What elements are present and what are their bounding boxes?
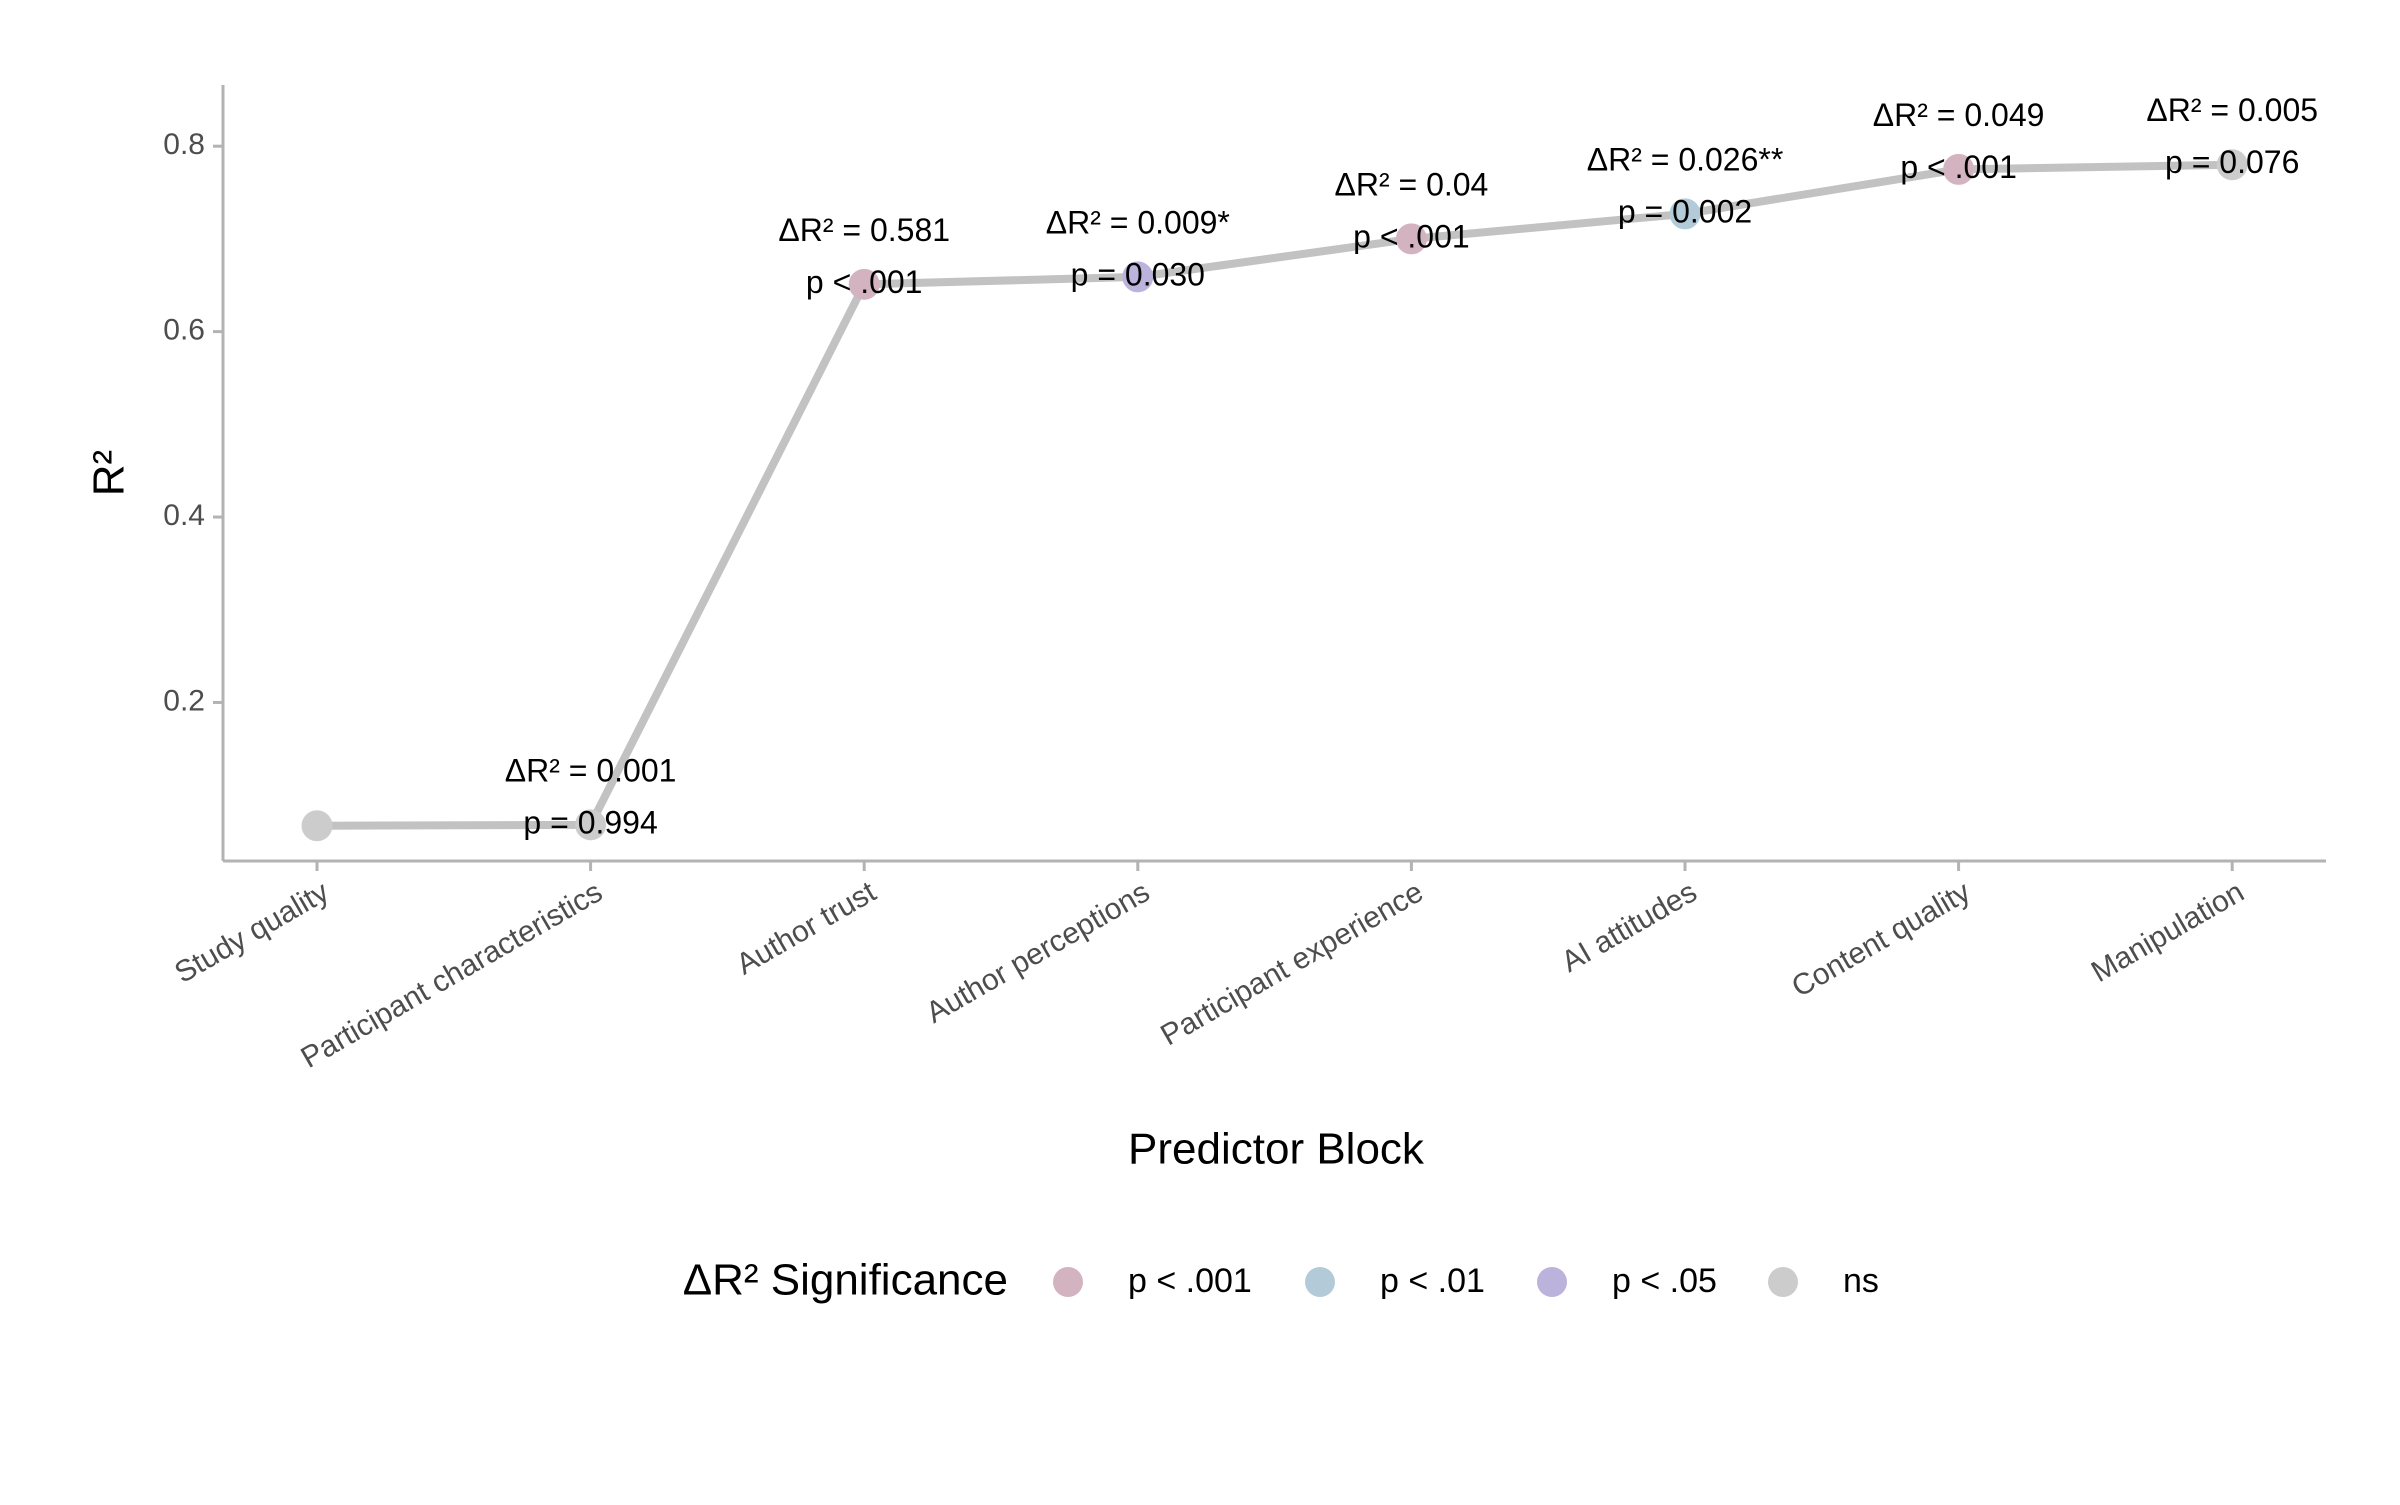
p-label: p = 0.002 <box>1618 193 1752 229</box>
p-label: p = 0.994 <box>523 804 657 840</box>
point <box>2216 149 2248 181</box>
point <box>301 810 333 842</box>
legend-key <box>1768 1267 1798 1297</box>
x-tick-label: Content quality <box>1786 875 1976 1004</box>
x-axis-title: Predictor Block <box>1128 1125 1425 1174</box>
point <box>575 809 607 841</box>
delta-label: ΔR² = 0.005 <box>2146 92 2318 128</box>
p-label: p < .001 <box>806 264 923 300</box>
p-label: p = 0.076 <box>2165 144 2299 180</box>
x-tick-label: Participant experience <box>1155 875 1429 1052</box>
legend-title: ΔR² Significance <box>683 1256 1008 1305</box>
x-tick-label: Participant characteristics <box>296 875 609 1074</box>
x-tick-label: Manipulation <box>2086 875 2250 989</box>
legend-label: ns <box>1843 1262 1879 1300</box>
y-axis-title: R² <box>85 450 134 496</box>
delta-label: ΔR² = 0.049 <box>1873 97 2045 133</box>
delta-label: ΔR² = 0.026** <box>1587 141 1784 177</box>
point <box>1395 223 1427 255</box>
point <box>1943 153 1975 185</box>
p-label: p < .001 <box>1353 218 1470 254</box>
legend-key <box>1305 1267 1335 1297</box>
delta-label: ΔR² = 0.009* <box>1046 204 1230 240</box>
y-tick-label: 0.6 <box>163 314 205 347</box>
delta-label: ΔR² = 0.04 <box>1334 166 1488 202</box>
p-label: p < .001 <box>1900 149 2017 185</box>
legend-label: p < .001 <box>1128 1262 1252 1300</box>
x-tick-label: Study quality <box>169 875 334 989</box>
legend-label: p < .05 <box>1612 1262 1717 1300</box>
x-tick-label: AI attitudes <box>1556 875 1702 979</box>
delta-label: ΔR² = 0.581 <box>778 212 950 248</box>
legend-label: p < .01 <box>1380 1262 1485 1300</box>
line <box>316 160 2233 830</box>
delta-label: ΔR² = 0.001 <box>505 752 677 788</box>
legend-key <box>1053 1267 1083 1297</box>
point <box>848 268 880 300</box>
point <box>1122 261 1154 293</box>
point <box>1669 198 1701 230</box>
y-tick-label: 0.8 <box>163 128 205 161</box>
x-tick-label: Author trust <box>731 875 882 981</box>
y-tick-label: 0.2 <box>163 684 205 717</box>
y-tick-label: 0.4 <box>163 499 205 532</box>
p-label: p = 0.030 <box>1071 256 1205 292</box>
legend-key <box>1537 1267 1567 1297</box>
x-tick-label: Author perceptions <box>921 875 1156 1029</box>
